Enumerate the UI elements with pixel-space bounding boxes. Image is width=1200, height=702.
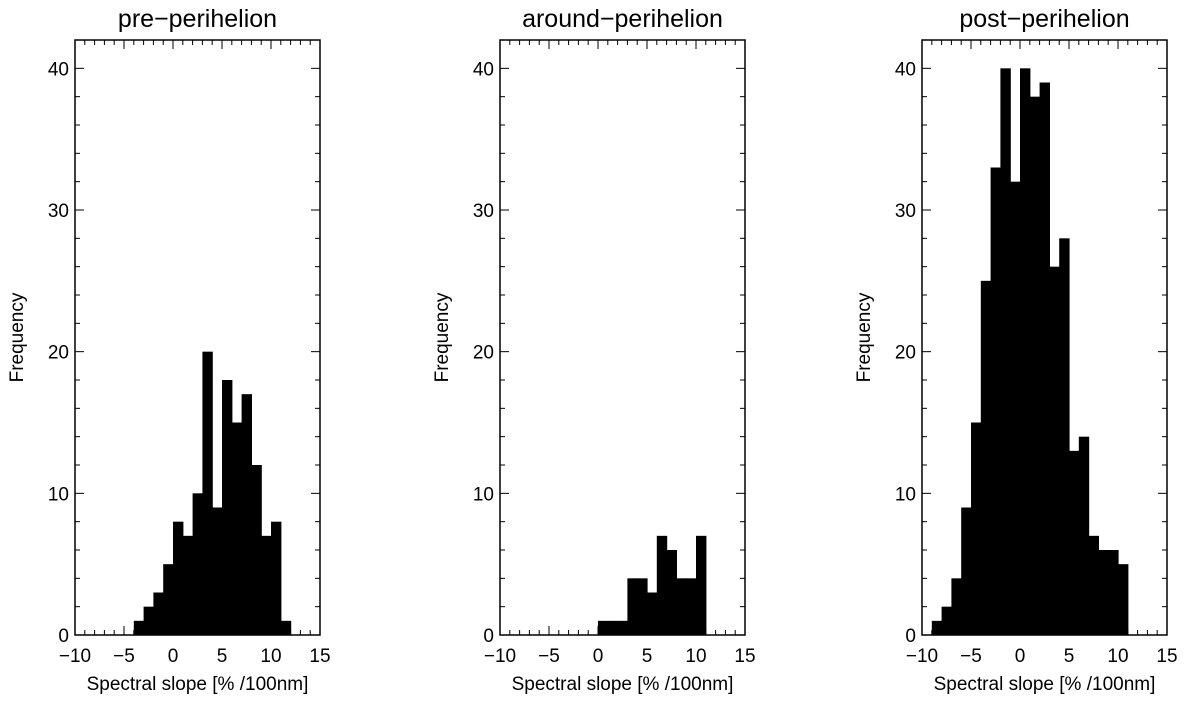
- histogram-bar: [202, 351, 213, 635]
- histogram-bar: [1029, 96, 1041, 636]
- x-tick-label: 15: [309, 646, 330, 667]
- y-tick-label: 40: [473, 59, 494, 80]
- histogram-bar: [696, 535, 707, 635]
- chart-title: pre−perihelion: [118, 5, 277, 33]
- histogram-bar: [1049, 266, 1060, 635]
- y-tick-label: 40: [895, 59, 916, 80]
- histogram-bar: [222, 380, 233, 635]
- x-tick-label: 10: [685, 646, 706, 667]
- histogram-bar: [163, 564, 174, 635]
- histogram-bar: [931, 620, 943, 635]
- histogram-bar: [980, 280, 992, 635]
- histogram-bar: [1010, 181, 1021, 636]
- histogram-bar: [656, 535, 668, 635]
- histogram-bar: [941, 606, 952, 635]
- histogram-bar: [192, 493, 203, 635]
- plot-frame: [74, 39, 321, 636]
- y-tick-label: 30: [48, 201, 69, 222]
- histogram-bar: [173, 521, 184, 635]
- x-tick-label: 0: [593, 646, 604, 667]
- x-tick-label: 5: [217, 646, 228, 667]
- histogram-panel-3: −10 −5 0 5 10 15 0 10 20 30 40 post−perihelion Spect…: [854, 5, 1178, 695]
- histogram-bar: [241, 394, 252, 635]
- y-tick-label: 0: [483, 626, 494, 647]
- y-tick-label: 20: [895, 343, 916, 364]
- histogram-bar: [251, 465, 262, 635]
- y-axis-label: Frequency: [432, 292, 453, 382]
- histogram-bar: [598, 620, 609, 635]
- x-tick-label: −5: [113, 646, 135, 667]
- x-tick-label: 15: [1156, 646, 1177, 667]
- x-axis-label: Spectral slope [% /100nm]: [512, 674, 734, 695]
- x-tick-label: 10: [1107, 646, 1128, 667]
- x-tick-label: 5: [1064, 646, 1075, 667]
- histogram-bar: [271, 521, 282, 635]
- x-tick-label: −5: [538, 646, 560, 667]
- histogram-bar: [647, 592, 658, 635]
- y-tick-label: 10: [473, 484, 494, 505]
- histogram-bar: [627, 578, 638, 635]
- histogram-bar: [1088, 535, 1099, 635]
- x-tick-label: −5: [960, 646, 982, 667]
- x-tick-label: −10: [484, 646, 516, 667]
- histogram-bar: [617, 620, 628, 635]
- x-tick-label: 0: [168, 646, 179, 667]
- histogram-bar: [971, 422, 982, 635]
- histogram-bar: [1118, 564, 1129, 635]
- histogram-bar: [153, 592, 164, 635]
- histogram-bar: [1059, 238, 1070, 635]
- histogram-panel-1: −10 −5 0 5 10 15 0 10 20 30 40 pre−perihelion Spectr…: [7, 5, 331, 695]
- y-tick-label: 30: [895, 201, 916, 222]
- y-tick-label: 10: [895, 484, 916, 505]
- histogram-bar: [1108, 550, 1119, 635]
- x-tick-label: −10: [906, 646, 938, 667]
- x-tick-label: 5: [642, 646, 653, 667]
- y-axis-label: Frequency: [7, 292, 28, 382]
- histogram-bar: [637, 578, 648, 635]
- histogram-bar: [1020, 68, 1031, 635]
- y-tick-label: 40: [48, 59, 69, 80]
- histogram-bar: [261, 535, 272, 635]
- x-tick-label: −10: [59, 646, 91, 667]
- plot-frame: [921, 39, 1168, 636]
- x-axis-label: Spectral slope [% /100nm]: [87, 674, 309, 695]
- histogram-bar: [143, 606, 154, 635]
- histogram-panel-2: −10 −5 0 5 10 15 0 10 20 30 40 around−perihelion Spe…: [432, 5, 756, 695]
- y-tick-label: 10: [48, 484, 69, 505]
- y-tick-label: 30: [473, 201, 494, 222]
- histogram-bar: [1039, 82, 1050, 635]
- histogram-bar: [182, 535, 194, 635]
- chart-title: post−perihelion: [959, 5, 1129, 33]
- histogram-bar: [666, 550, 677, 635]
- histogram-bar: [231, 422, 243, 635]
- histogram-bar: [990, 167, 1001, 635]
- x-tick-label: 0: [1015, 646, 1026, 667]
- y-tick-label: 20: [48, 343, 69, 364]
- histogram-bar: [1078, 436, 1090, 635]
- chart-title: around−perihelion: [522, 5, 723, 33]
- y-axis-label: Frequency: [854, 292, 875, 382]
- histogram-bar: [686, 578, 697, 635]
- y-tick-label: 0: [905, 626, 916, 647]
- histogram-bar: [280, 620, 292, 635]
- histogram-bar: [212, 507, 223, 635]
- x-tick-label: 10: [260, 646, 281, 667]
- histogram-bar: [676, 578, 687, 635]
- histogram-bar: [1098, 550, 1109, 635]
- histogram-bar: [133, 620, 145, 635]
- histogram-bar: [607, 620, 619, 635]
- histogram-bar: [951, 578, 962, 635]
- histogram-bar: [1069, 450, 1080, 635]
- x-tick-label: 15: [734, 646, 755, 667]
- x-axis-label: Spectral slope [% /100nm]: [934, 674, 1156, 695]
- y-tick-label: 0: [58, 626, 69, 647]
- y-tick-label: 20: [473, 343, 494, 364]
- histogram-bar: [961, 507, 972, 635]
- plot-frame: [499, 39, 746, 636]
- histogram-bar: [1000, 68, 1011, 635]
